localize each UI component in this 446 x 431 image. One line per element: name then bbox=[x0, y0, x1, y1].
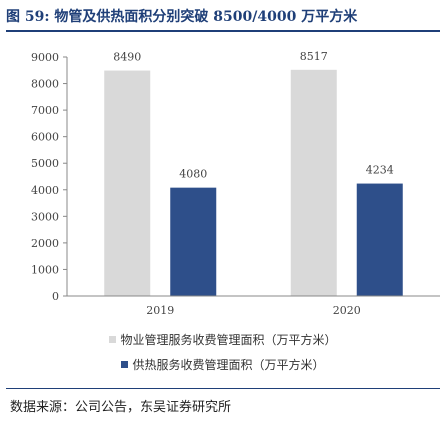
y-tick-label: 6000 bbox=[31, 131, 59, 144]
legend-label-heating: 供热服务收费管理面积（万平方米） bbox=[132, 358, 325, 372]
legend-swatch-property bbox=[109, 336, 117, 343]
bar-property-2019 bbox=[104, 70, 151, 296]
title-rule bbox=[6, 30, 440, 32]
y-tick-label: 9000 bbox=[31, 51, 59, 64]
source-note: 数据来源：公司公告，东吴证券研究所 bbox=[10, 400, 232, 415]
y-tick-label: 1000 bbox=[31, 263, 59, 276]
y-tick-label: 3000 bbox=[31, 210, 59, 223]
legend-label-property: 物业管理服务收费管理面积（万平方米） bbox=[120, 333, 337, 347]
data-label: 4080 bbox=[179, 168, 207, 181]
y-tick-label: 0 bbox=[52, 290, 59, 303]
y-axis: 0 1000 2000 3000 4000 5000 6000 7000 8000 9000 bbox=[31, 51, 68, 303]
bar-chart: 0 1000 2000 3000 4000 5000 6000 7000 8000 9000 84… bbox=[31, 50, 440, 317]
y-tick-label: 4000 bbox=[31, 184, 59, 197]
chart-title: 图 59: 物管及供热面积分别突破 8500/4000 万平方米 bbox=[6, 9, 358, 25]
x-tick-label: 2019 bbox=[146, 304, 174, 317]
data-label: 4234 bbox=[366, 164, 394, 177]
source-rule bbox=[6, 388, 440, 389]
y-tick-label: 2000 bbox=[31, 237, 59, 250]
bar-heating-2020 bbox=[356, 183, 403, 296]
data-label: 8490 bbox=[113, 51, 141, 64]
bars: 8490 4080 8517 4234 bbox=[104, 50, 403, 297]
data-label: 8517 bbox=[300, 50, 328, 63]
legend-item-heating: 供热服务收费管理面积（万平方米） bbox=[0, 356, 446, 373]
y-tick-label: 7000 bbox=[31, 104, 59, 117]
x-axis: 2019 2020 bbox=[67, 295, 440, 317]
bar-heating-2019 bbox=[170, 187, 217, 296]
y-tick-label: 8000 bbox=[31, 78, 59, 91]
legend-swatch-heating bbox=[121, 361, 129, 368]
legend-item-property: 物业管理服务收费管理面积（万平方米） bbox=[0, 331, 446, 348]
x-tick-label: 2020 bbox=[333, 304, 361, 317]
y-tick-label: 5000 bbox=[31, 157, 59, 170]
bar-property-2020 bbox=[290, 69, 337, 297]
